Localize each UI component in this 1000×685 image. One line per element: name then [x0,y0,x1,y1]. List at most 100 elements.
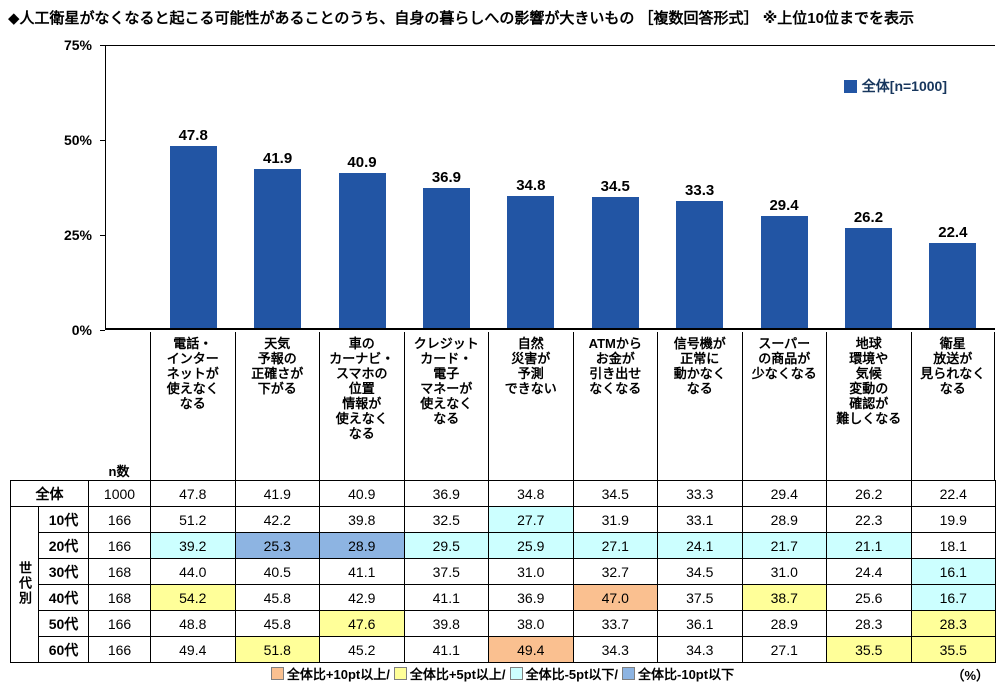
n-cell: 1000 [88,480,151,507]
table-cell: 36.9 [403,480,489,507]
y-tick-label: 0% [71,322,92,338]
bar-column: 34.5 [573,178,657,328]
n-cell: 168 [88,584,151,611]
n-column-header: n数 [108,464,130,479]
group-label: 世代別 [10,506,39,663]
table-cell: 34.5 [572,480,658,507]
bar-value-label: 34.8 [516,176,546,194]
table-cell: 37.5 [403,558,489,585]
table-cell: 38.7 [741,584,827,611]
table-cell: 41.1 [403,636,489,663]
bar [676,201,724,328]
table-cell: 22.3 [826,506,912,533]
bar [760,216,808,328]
table-cell: 44.0 [150,558,236,585]
n-cell: 166 [88,610,151,637]
table-cell: 21.7 [741,532,827,559]
category-label: スーパー の商品が 少なくなる [741,332,827,480]
table-cell: 49.4 [150,636,236,663]
table-row: 全体 1000 47.8 41.9 40.9 36.9 34.8 34.5 33.3 29.4 26… [10,480,996,507]
table-cell: 16.1 [910,558,996,585]
table-cell: 35.5 [826,636,912,663]
table-row: 20代 166 39.2 25.3 28.9 29.5 25.9 27.1 24.1 21.7 21… [11,532,996,559]
bar-value-label: 40.9 [347,153,377,171]
category-label: 信号機が 正常に 動かなく なる [657,332,742,480]
bar-column: 22.4 [911,224,995,328]
category-label: 衛星 放送が 見られなく なる [910,332,995,480]
table-cell: 25.3 [234,532,320,559]
highlight-legend-item: 全体比+5pt以上/ [393,664,506,683]
chart-legend: 全体[n=1000] [843,76,947,96]
table-cell: 28.9 [741,610,827,637]
legend-swatch-icon [843,79,857,93]
table-cell: 47.0 [572,584,658,611]
table-cell: 31.9 [572,506,658,533]
bar-column: 41.9 [235,150,319,328]
table-cell: 36.9 [488,584,574,611]
highlight-legend-item: 全体比+10pt以上/ [270,664,390,683]
highlight-legend-label: 全体比-5pt以下/ [525,667,619,682]
y-tick-mark [100,330,105,331]
bar [169,146,217,328]
table-cell: 32.5 [403,506,489,533]
n-cell: 166 [88,532,151,559]
table-cell: 51.2 [150,506,236,533]
bar-value-label: 29.4 [769,197,799,215]
table-cell: 41.9 [234,480,320,507]
bar-value-label: 33.3 [685,182,715,200]
row-label: 30代 [38,558,89,585]
table-cell: 25.9 [488,532,574,559]
table-cell: 40.9 [319,480,405,507]
table-cell: 21.1 [826,532,912,559]
y-tick-label: 50% [63,132,92,148]
highlight-swatch-icon [393,667,407,680]
bar-column: 26.2 [826,209,910,328]
highlight-legend-label: 全体比+5pt以上/ [409,667,506,682]
category-label: 自然 災害が 予測 できない [488,332,573,480]
plot-area: 全体[n=1000] 47.8 41.9 40.9 36.9 34.8 34.5 33.3 2… [105,45,995,330]
table-cell: 41.1 [403,584,489,611]
table-cell: 24.4 [826,558,912,585]
bar-column: 36.9 [404,169,488,328]
bar-column: 40.9 [320,154,404,328]
category-label: 地球 環境や 気候 変動の 確認が 難しくなる [826,332,911,480]
table-cell: 33.3 [657,480,743,507]
table-cell: 27.7 [488,506,574,533]
highlight-legend-label: 全体比+10pt以上/ [286,667,390,682]
highlight-swatch-icon [270,667,284,680]
chart-legend-label: 全体[n=1000] [861,78,947,94]
table-cell: 32.7 [572,558,658,585]
bar-column: 47.8 [151,127,235,328]
row-label: 40代 [38,584,89,611]
table-cell: 34.3 [657,636,743,663]
bar [254,168,302,328]
row-label: 10代 [38,506,89,533]
highlight-legend-items: 全体比+10pt以上/全体比+5pt以上/全体比-5pt以下/全体比-10pt以… [270,664,734,683]
table-cell: 31.0 [741,558,827,585]
table-cell: 45.8 [234,610,320,637]
table-cell: 45.8 [234,584,320,611]
table-cell: 35.5 [910,636,996,663]
highlight-swatch-icon [509,667,523,680]
bar-column: 33.3 [657,182,741,328]
bar [507,195,555,328]
category-labels: 電話・ インター ネットが 使えなく なる 天気 予報の 正確さが 下がる 車の カ… [150,332,995,480]
highlight-swatch-icon [622,667,636,680]
row-label: 20代 [38,532,89,559]
n-cell: 166 [88,636,151,663]
n-cell: 166 [88,506,151,533]
bar [422,187,470,328]
table-cell: 48.8 [150,610,236,637]
table-cell: 28.3 [910,610,996,637]
page-title: ◆人工衛星がなくなると起こる可能性があることのうち、自身の暮らしへの影響が大きい… [8,10,914,27]
bar [844,228,892,328]
y-tick-mark [100,45,105,46]
table-cell: 28.3 [826,610,912,637]
table-cell: 33.7 [572,610,658,637]
row-label: 50代 [38,610,89,637]
highlight-legend: 全体比+10pt以上/全体比+5pt以上/全体比-5pt以下/全体比-10pt以… [10,664,995,683]
table-cell: 24.1 [657,532,743,559]
table-cell: 39.8 [319,506,405,533]
bars-container: 47.8 41.9 40.9 36.9 34.8 34.5 33.3 29.4 26.2 22.4 [106,46,995,328]
